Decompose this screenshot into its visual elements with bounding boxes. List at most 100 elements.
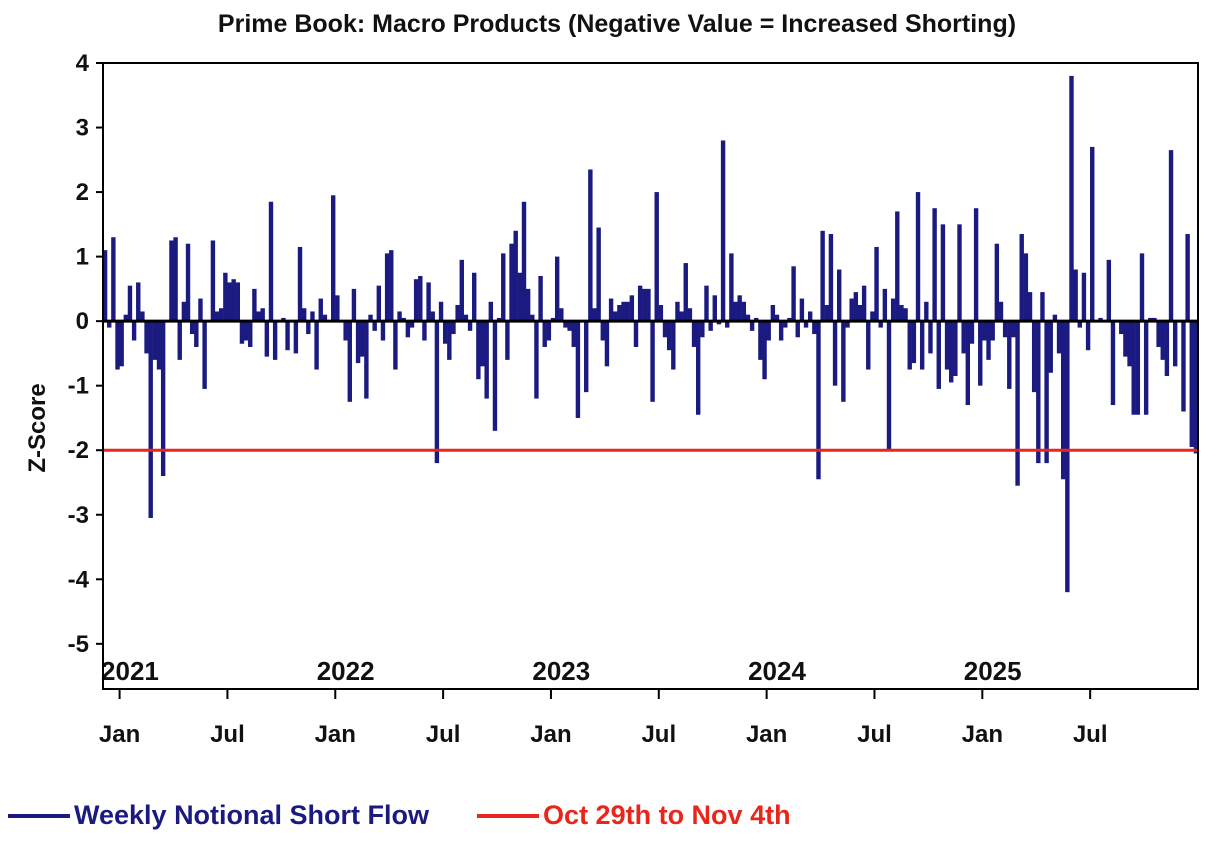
- bar: [422, 321, 427, 341]
- bar: [625, 301, 630, 322]
- bar: [932, 208, 937, 322]
- bar: [384, 253, 390, 322]
- bar: [621, 301, 626, 322]
- bar: [268, 201, 274, 322]
- bar: [140, 311, 145, 322]
- bar: [1044, 321, 1049, 464]
- x-tick-label: Jan: [99, 721, 140, 748]
- bar: [1098, 317, 1103, 322]
- bar: [737, 295, 742, 322]
- bar: [227, 282, 232, 322]
- bar: [235, 282, 241, 322]
- bar: [123, 314, 129, 322]
- bar: [285, 321, 290, 351]
- bar: [592, 308, 597, 322]
- bar: [430, 311, 435, 322]
- bar: [202, 321, 207, 389]
- bar: [252, 288, 257, 322]
- bar: [376, 285, 382, 322]
- bar: [990, 321, 995, 341]
- bar: [418, 275, 423, 322]
- bar: [351, 288, 357, 322]
- bar: [310, 311, 315, 322]
- bar: [256, 311, 261, 322]
- bar: [102, 250, 108, 322]
- bar: [148, 321, 153, 518]
- bar: [505, 321, 510, 360]
- bar: [671, 321, 676, 370]
- bar: [1007, 321, 1012, 389]
- bar: [708, 321, 713, 331]
- x-tick-label: Jul: [210, 721, 245, 748]
- bar: [401, 317, 406, 322]
- bar: [264, 321, 270, 357]
- bar: [986, 321, 991, 360]
- bar: [911, 321, 917, 364]
- bar: [1193, 321, 1199, 454]
- bar: [1060, 321, 1066, 480]
- lines-layer: [103, 319, 1198, 452]
- bar: [1185, 234, 1190, 322]
- bar: [107, 321, 112, 328]
- bar: [874, 246, 879, 322]
- bar: [629, 295, 635, 322]
- bar: [488, 301, 494, 322]
- bar: [683, 263, 688, 322]
- bar: [895, 211, 900, 322]
- y-tick-label: 0: [76, 308, 89, 335]
- bar: [426, 282, 431, 322]
- bar: [181, 301, 187, 322]
- legend-item-threshold: Oct 29th to Nov 4th: [477, 800, 791, 831]
- bar: [600, 321, 606, 341]
- y-tick-label: -1: [68, 373, 89, 400]
- legend-threshold-label: Oct 29th to Nov 4th: [543, 800, 791, 830]
- bar: [1110, 321, 1116, 406]
- bar: [1065, 321, 1070, 593]
- bar: [1015, 321, 1020, 486]
- bar: [766, 321, 771, 341]
- bar: [704, 285, 709, 322]
- bar: [584, 321, 589, 393]
- bar: [712, 295, 717, 322]
- bar: [849, 298, 854, 322]
- bar: [1143, 321, 1149, 415]
- bar: [953, 321, 958, 376]
- bar: [397, 311, 402, 322]
- bar: [260, 308, 265, 322]
- bar: [691, 321, 697, 347]
- bar: [903, 308, 908, 322]
- bar: [136, 282, 141, 322]
- bar: [1040, 292, 1045, 322]
- bar: [928, 321, 933, 354]
- bar: [936, 321, 941, 389]
- bar: [219, 308, 224, 322]
- bar: [940, 224, 946, 322]
- bar: [1148, 317, 1153, 322]
- bar: [799, 298, 805, 322]
- bar: [1052, 314, 1058, 322]
- bar: [588, 169, 593, 322]
- bar: [119, 321, 124, 367]
- bar: [824, 305, 829, 322]
- bar: [807, 311, 813, 322]
- bar: [447, 321, 452, 360]
- chart-svg: Prime Book: Macro Products (Negative Val…: [24, 10, 1199, 748]
- bar: [438, 301, 444, 322]
- bar: [637, 285, 643, 322]
- bar: [521, 201, 527, 322]
- bar: [530, 314, 535, 322]
- bar: [496, 317, 502, 322]
- bar: [749, 321, 755, 331]
- bar: [666, 321, 672, 351]
- bar: [210, 240, 216, 322]
- bar: [480, 321, 485, 367]
- bar: [1019, 234, 1024, 322]
- bar: [758, 321, 763, 360]
- bar: [729, 253, 734, 322]
- bar: [1027, 292, 1033, 322]
- legend-threshold-swatch: [477, 813, 540, 818]
- bar: [803, 321, 809, 328]
- bar: [700, 321, 705, 338]
- bar: [501, 253, 506, 322]
- bar: [239, 321, 245, 344]
